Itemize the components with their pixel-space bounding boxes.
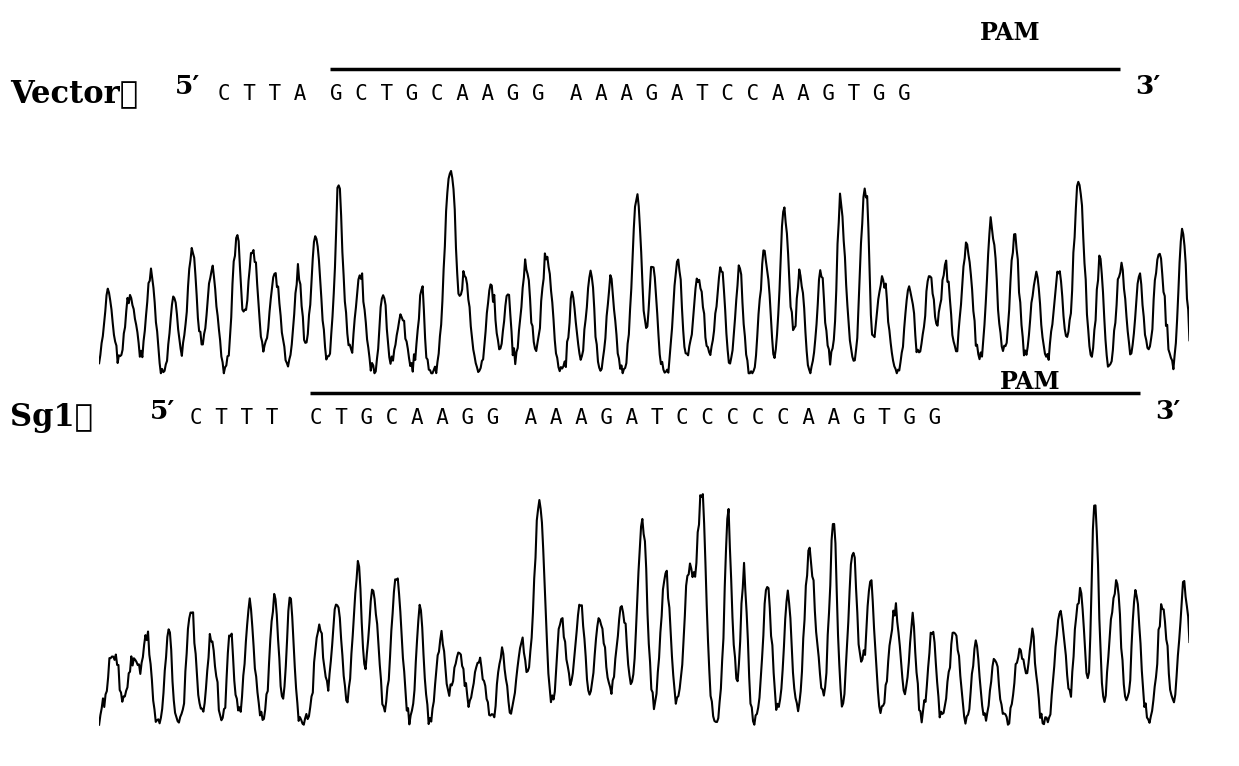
Text: Vector：: Vector： xyxy=(10,79,138,110)
Text: PAM: PAM xyxy=(1000,370,1061,394)
Text: G C T G C A A G G  A A A G A T C C A A G T G G: G C T G C A A G G A A A G A T C C A A G … xyxy=(330,84,911,104)
Text: C T G C A A G G  A A A G A T C C C C C A A G T G G: C T G C A A G G A A A G A T C C C C C A … xyxy=(310,408,942,427)
Text: Sg1：: Sg1： xyxy=(10,402,93,433)
Text: 3′: 3′ xyxy=(1155,399,1181,424)
Text: C T T A: C T T A xyxy=(218,84,306,104)
Text: C T T T: C T T T xyxy=(190,408,279,427)
Text: 5′: 5′ xyxy=(175,74,201,99)
Text: 5′: 5′ xyxy=(150,399,176,424)
Text: 3′: 3′ xyxy=(1135,74,1161,99)
Text: PAM: PAM xyxy=(980,21,1041,45)
